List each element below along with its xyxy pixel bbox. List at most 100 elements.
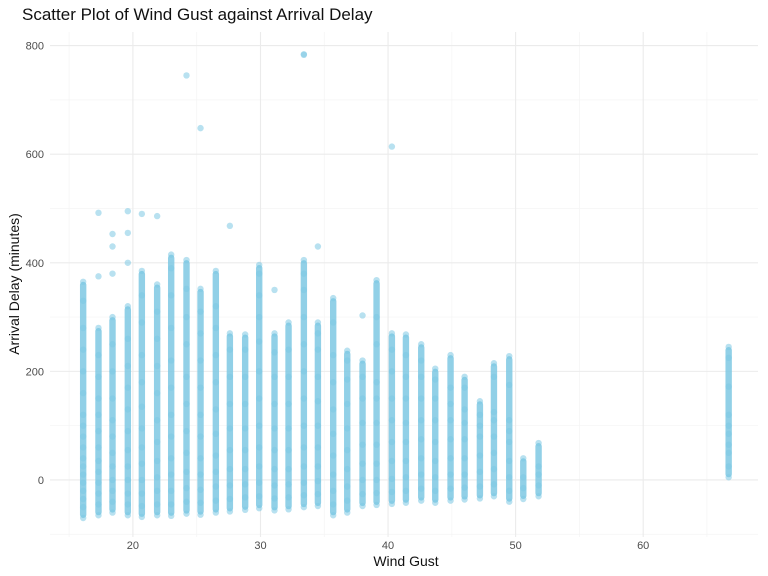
scatter-point: [330, 294, 337, 302]
scatter-point: [314, 243, 322, 250]
scatter-point: [138, 403, 146, 410]
scatter-point: [241, 494, 249, 501]
scatter-point: [418, 341, 425, 348]
scatter-point: [197, 499, 204, 506]
scatter-point: [256, 395, 263, 402]
scatter-point: [256, 338, 263, 345]
scatter-point: [109, 243, 116, 250]
scatter-point: [373, 395, 380, 402]
point-column-band: [447, 355, 454, 501]
point-column-band: [153, 284, 161, 516]
scatter-point: [725, 383, 732, 390]
scatter-point: [153, 212, 161, 220]
scatter-point: [183, 468, 190, 476]
scatter-point: [226, 330, 234, 337]
scatter-point: [79, 278, 87, 285]
y-tick-label: 800: [26, 41, 44, 53]
scatter-point: [124, 303, 132, 310]
scatter-point: [344, 376, 351, 383]
scatter-point: [285, 481, 292, 488]
scatter-point: [432, 395, 439, 402]
scatter-point: [447, 485, 454, 492]
scatter-point: [212, 303, 220, 310]
scatter-point: [138, 210, 146, 218]
scatter-point: [344, 483, 351, 490]
scatter-point: [388, 346, 396, 353]
scatter-point: [359, 373, 366, 381]
scatter-point: [95, 351, 102, 359]
scatter-point: [183, 510, 190, 517]
scatter-point: [197, 124, 204, 132]
scatter-point: [79, 297, 87, 304]
scatter-point: [418, 373, 425, 381]
scatter-point: [447, 384, 454, 391]
scatter-point: [197, 455, 204, 462]
scatter-point: [447, 455, 454, 462]
scatter-point: [138, 267, 146, 275]
scatter-point: [447, 471, 454, 478]
scatter-point: [109, 313, 116, 321]
scatter-point: [285, 494, 292, 501]
scatter-point: [490, 373, 498, 381]
scatter-point: [226, 346, 234, 353]
scatter-point: [183, 373, 190, 381]
scatter-point: [490, 481, 498, 488]
scatter-point: [432, 457, 439, 465]
scatter-point: [725, 463, 732, 470]
scatter-point: [79, 346, 87, 353]
scatter-point: [109, 368, 116, 375]
scatter-point: [138, 425, 146, 432]
scatter-point: [153, 335, 161, 343]
scatter-point: [226, 465, 234, 473]
scatter-point: [95, 209, 102, 217]
scatter-point: [95, 427, 102, 435]
scatter-point: [271, 373, 278, 381]
scatter-point: [330, 379, 337, 386]
scatter-point: [183, 72, 190, 79]
scatter-point: [300, 270, 308, 277]
y-tick-label: 400: [26, 258, 44, 270]
scatter-point: [271, 349, 278, 356]
scatter-point: [79, 324, 87, 332]
scatter-point: [109, 476, 116, 484]
scatter-point: [447, 497, 454, 504]
scatter-point: [109, 463, 116, 470]
scatter-point: [153, 457, 161, 465]
scatter-point: [124, 259, 132, 266]
scatter-point: [124, 335, 132, 343]
scatter-point: [271, 286, 278, 294]
scatter-point: [212, 324, 220, 332]
scatter-point: [359, 490, 366, 498]
scatter-point: [79, 368, 87, 375]
scatter-point: [402, 373, 410, 381]
scatter-point: [153, 512, 161, 519]
scatter-point: [197, 285, 204, 293]
scatter-point: [432, 417, 439, 424]
scatter-point: [388, 475, 396, 483]
scatter-point: [95, 444, 102, 451]
scatter-point: [476, 483, 484, 490]
scatter-point: [402, 487, 410, 495]
scatter-point: [138, 490, 146, 497]
scatter-point: [95, 395, 102, 402]
scatter-point: [153, 487, 161, 495]
scatter-point: [330, 452, 337, 459]
scatter-point: [138, 476, 146, 484]
scatter-point: [95, 324, 102, 332]
scatter-point: [314, 330, 322, 337]
scatter-point: [197, 411, 204, 419]
scatter-point: [447, 417, 454, 424]
scatter-point: [418, 485, 425, 492]
scatter-point: [138, 319, 146, 326]
scatter-point: [300, 368, 308, 375]
point-column-band: [256, 264, 263, 509]
x-axis-title: Wind Gust: [373, 553, 438, 569]
point-column-band: [212, 270, 220, 513]
scatter-point: [520, 495, 527, 503]
scatter-point: [725, 474, 732, 481]
scatter-point: [300, 463, 308, 470]
scatter-point: [418, 395, 425, 402]
scatter-point: [388, 438, 396, 446]
scatter-point: [432, 499, 439, 506]
